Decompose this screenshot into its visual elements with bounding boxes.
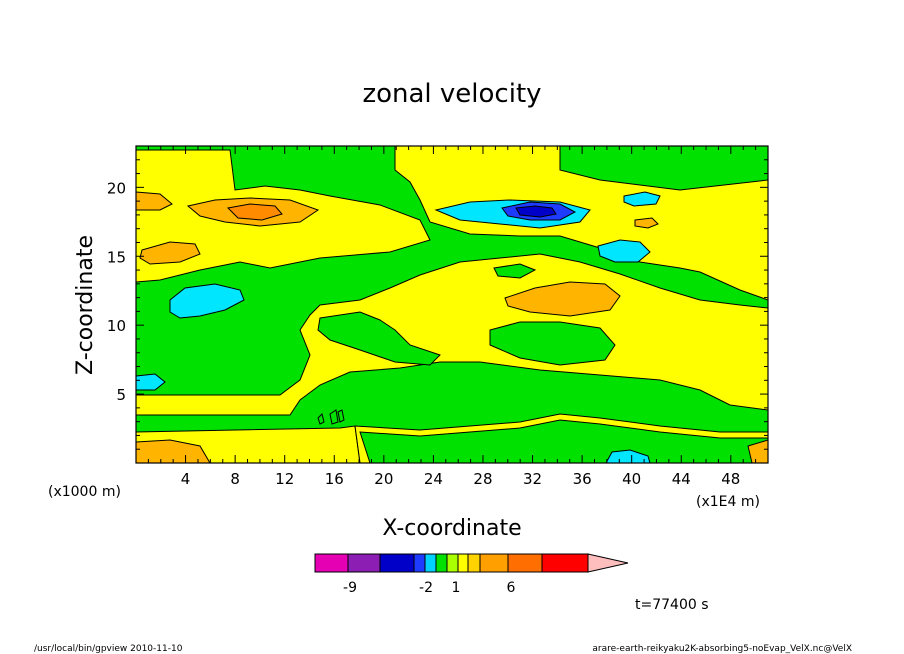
time-label: t=77400 s [635, 597, 709, 613]
x-tick-label: 28 [473, 470, 492, 488]
contour-region [597, 239, 651, 263]
x-tick-label: 8 [230, 470, 240, 488]
colorbar-segment [457, 553, 469, 573]
contour-region [169, 283, 245, 319]
x-axis-ticks: 4 8 12 16 20 24 28 32 36 40 44 48 [147, 146, 757, 488]
contour-region [623, 191, 661, 207]
contour-region [139, 241, 201, 265]
y-tick-label: 5 [116, 386, 126, 404]
x-tick-label: 4 [181, 470, 191, 488]
contour-region [493, 263, 537, 279]
footer-right: arare-earth-reikyaku2K-absorbing5-noEvap… [592, 644, 852, 654]
colorbar-segment [479, 553, 509, 573]
x-tick-label: 48 [721, 470, 740, 488]
y-tick-label: 20 [107, 179, 126, 197]
plot-frame [135, 145, 769, 464]
y-axis-ticks: 5 10 15 20 [107, 159, 768, 450]
x-tick-label: 24 [424, 470, 443, 488]
x-tick-label: 44 [672, 470, 691, 488]
x-unit-left: (x1000 m) [48, 484, 121, 500]
contour-region [634, 217, 659, 229]
x-tick-label: 16 [325, 470, 344, 488]
colorbar-label: 1 [452, 580, 461, 596]
contour-region [605, 449, 651, 463]
colorbar-segment [541, 553, 589, 573]
x-tick-label: 36 [573, 470, 592, 488]
contour-region [359, 419, 768, 463]
colorbar-segment [435, 553, 448, 573]
contour-region [394, 146, 768, 301]
x-tick-label: 12 [275, 470, 294, 488]
colorbar-arrow [587, 553, 629, 573]
colorbar-segment [507, 553, 543, 573]
y-tick-label: 15 [107, 248, 126, 266]
x-axis-label: X-coordinate [382, 516, 521, 541]
x-tick-label: 20 [374, 470, 393, 488]
colorbar-segment [379, 553, 415, 573]
contour-region [515, 205, 557, 218]
x-unit-right: (x1E4 m) [696, 494, 760, 510]
y-tick-label: 10 [107, 317, 126, 335]
colorbar-segment [347, 553, 381, 573]
colorbar-segment [446, 553, 459, 573]
footer-left: /usr/local/bin/gpview 2010-11-10 [34, 644, 183, 654]
contour-region [136, 439, 211, 463]
contour-region [317, 311, 441, 366]
colorbar-segment [314, 553, 349, 573]
x-tick-label: 40 [622, 470, 641, 488]
contour-region [136, 191, 173, 211]
colorbar: -9 -2 1 6 [314, 553, 629, 596]
y-axis-label: Z-coordinate [73, 235, 98, 375]
colorbar-segment [413, 553, 426, 573]
chart-title: zonal velocity [362, 79, 541, 109]
contour-region [317, 409, 345, 425]
contour-region [489, 321, 616, 366]
colorbar-segment [424, 553, 437, 573]
contour-region [226, 203, 283, 221]
x-tick-label: 32 [523, 470, 542, 488]
contour-region [504, 281, 621, 317]
colorbar-segment [467, 553, 481, 573]
colorbar-label: -9 [343, 580, 357, 596]
contour-region [136, 373, 166, 391]
contour-region [747, 439, 768, 463]
colorbar-label: -2 [419, 580, 433, 596]
colorbar-label: 6 [507, 580, 516, 596]
